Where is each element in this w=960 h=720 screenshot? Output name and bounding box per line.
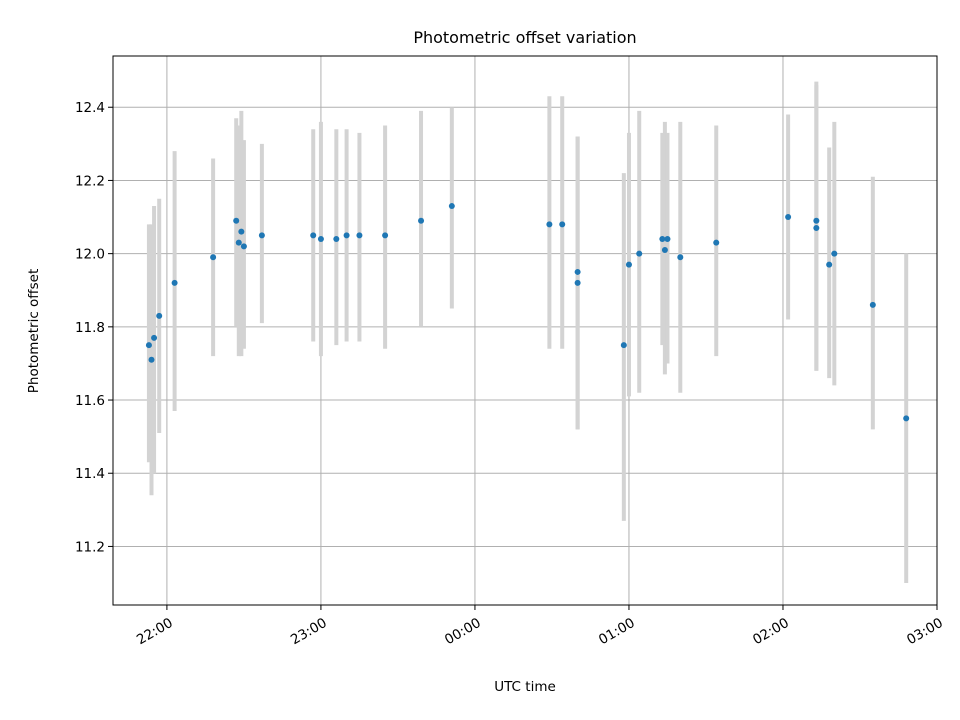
data-point [636, 250, 643, 257]
data-point [333, 236, 340, 242]
y-tick-label: 11.4 [75, 466, 105, 482]
data-point [235, 239, 242, 246]
data-point [831, 250, 838, 257]
data-point [151, 334, 158, 341]
data-point [210, 254, 217, 261]
data-point [148, 356, 155, 363]
data-point [171, 279, 178, 286]
data-point [343, 232, 350, 239]
data-point [659, 236, 666, 242]
data-point [813, 225, 820, 232]
data-point [620, 342, 627, 349]
y-tick-label: 11.6 [75, 393, 105, 409]
data-point [826, 261, 833, 268]
data-point [903, 415, 910, 422]
data-point [785, 214, 792, 221]
data-point [238, 228, 245, 235]
data-point [233, 217, 240, 224]
data-point [382, 232, 389, 239]
data-point [869, 301, 876, 308]
data-point [156, 312, 163, 319]
plot-frame [112, 55, 938, 606]
data-point [574, 279, 581, 286]
y-tick-label: 12.4 [75, 100, 105, 116]
data-point [145, 342, 152, 349]
data-point [546, 221, 553, 228]
y-tick-label: 11.8 [75, 320, 105, 336]
data-point [356, 232, 363, 239]
data-points [145, 203, 910, 422]
data-point [310, 232, 317, 239]
y-axis-label: Photometric offset [26, 269, 42, 393]
y-tick-label: 12.2 [75, 173, 105, 189]
data-point [664, 236, 671, 242]
data-point [625, 261, 632, 268]
x-axis-label: UTC time [494, 679, 556, 695]
data-point [317, 236, 324, 242]
data-point [448, 203, 455, 210]
y-tick-label: 11.2 [75, 539, 105, 555]
y-axis-ticks: 11.2 11.4 11.6 11.8 12.0 12.2 12.4 [75, 100, 113, 555]
data-point [677, 254, 684, 261]
data-point [418, 217, 425, 224]
data-point [574, 268, 581, 275]
data-point [240, 243, 247, 250]
data-point [258, 232, 265, 239]
y-tick-label: 12.0 [75, 247, 105, 263]
data-point [661, 246, 668, 253]
data-point [713, 239, 720, 246]
data-point [813, 217, 820, 224]
chart-title: Photometric offset variation [413, 28, 636, 47]
data-point [559, 221, 566, 228]
